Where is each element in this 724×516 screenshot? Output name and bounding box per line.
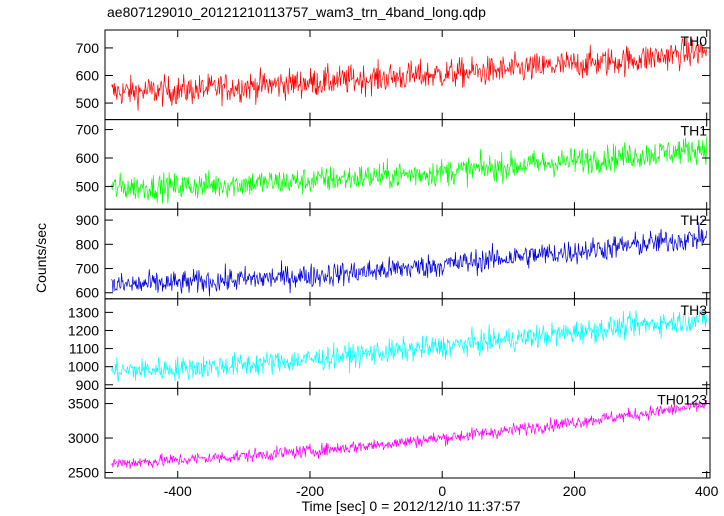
panel-label: TH0123 (657, 391, 707, 407)
y-tick-label: 600 (76, 285, 100, 301)
panel-frame (104, 208, 711, 300)
y-tick-label: 500 (76, 95, 100, 111)
panel-th3: 900 1000 1100 1200 1300 TH3 (68, 298, 711, 393)
y-tick-label: 700 (76, 261, 100, 277)
x-axis-label: Time [sec] 0 = 2012/12/10 11:37:57 (301, 498, 520, 514)
y-tick-label: 1300 (68, 304, 99, 320)
panel-frame (104, 29, 711, 121)
x-tick-label: -200 (296, 483, 324, 499)
panel-label: TH0 (681, 33, 708, 49)
x-tick-label: -400 (164, 483, 192, 499)
y-tick-label: 800 (76, 236, 100, 252)
y-tick-label: 900 (76, 377, 100, 393)
panel-label: TH3 (681, 302, 708, 318)
x-axis: -400 -200 0 200 400 (164, 483, 719, 499)
y-tick-label: 900 (76, 212, 100, 228)
chart-title: ae807129010_20121210113757_wam3_trn_4ban… (107, 4, 486, 20)
y-tick-label: 700 (76, 40, 100, 56)
x-tick-label: 0 (438, 483, 446, 499)
panel-frame (104, 387, 711, 479)
series-line-th0123 (111, 398, 708, 469)
y-tick-label: 1200 (68, 322, 99, 338)
panel-th2: 600 700 800 900 TH2 (76, 208, 711, 301)
series-line-th2 (111, 222, 708, 297)
y-tick-label: 3000 (68, 430, 99, 446)
y-tick-label: 600 (76, 67, 100, 83)
y-tick-label: 700 (76, 122, 100, 138)
x-tick-label: 200 (563, 483, 587, 499)
y-tick-label: 600 (76, 150, 100, 166)
series-line-th3 (111, 309, 708, 383)
panel-th0: 500 600 700 TH0 (76, 29, 711, 121)
panel-label: TH1 (681, 123, 708, 139)
y-tick-label: 1100 (69, 341, 99, 357)
chart-panels: 500 600 700 TH0 500 600 700 TH1 600 700 800 900 TH2 9… (68, 29, 711, 480)
panel-th1: 500 600 700 TH1 (76, 119, 711, 210)
y-tick-label: 1000 (68, 359, 99, 375)
x-tick-label: 400 (695, 483, 719, 499)
y-tick-label: 500 (76, 178, 100, 194)
y-axis-label: Counts/sec (33, 223, 49, 293)
y-tick-label: 3500 (68, 396, 99, 412)
panel-th0123: 2500 3000 3500 TH0123 (68, 387, 711, 480)
series-line-th0 (111, 36, 708, 111)
y-tick-label: 2500 (68, 464, 99, 480)
panel-label: TH2 (681, 212, 708, 228)
series-line-th1 (111, 136, 708, 204)
